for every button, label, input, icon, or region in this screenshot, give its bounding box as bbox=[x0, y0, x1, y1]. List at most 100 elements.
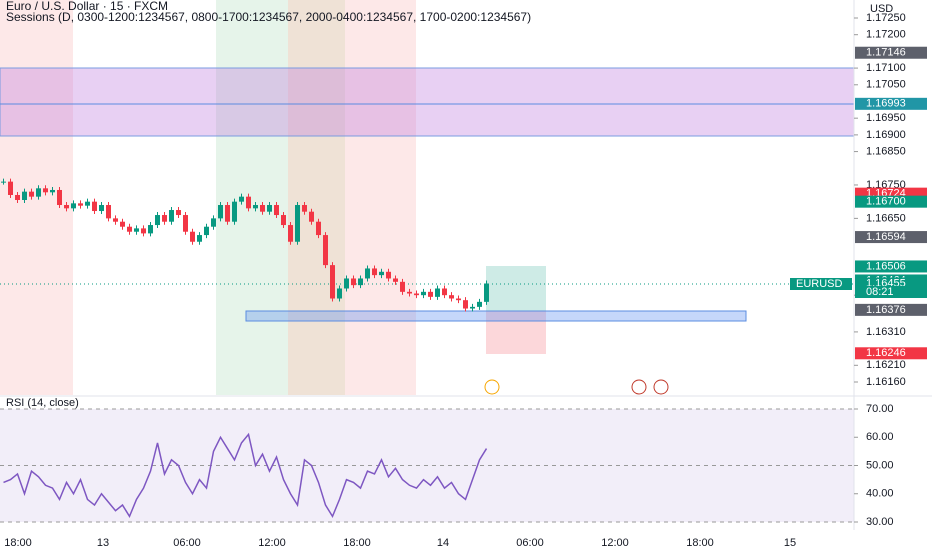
demand-zone bbox=[245, 310, 747, 322]
time-label: 15 bbox=[784, 537, 796, 549]
price-tick-label: 1.16850 bbox=[866, 145, 906, 157]
candle bbox=[414, 293, 419, 296]
candle bbox=[113, 218, 118, 222]
candle bbox=[148, 225, 153, 234]
candle bbox=[302, 205, 307, 212]
price-tick-label: 1.17050 bbox=[866, 79, 906, 91]
candle bbox=[211, 218, 216, 227]
price-tag-label: 1.16246 bbox=[866, 347, 906, 359]
candle bbox=[176, 210, 181, 216]
candle bbox=[85, 201, 90, 206]
candle bbox=[372, 268, 377, 276]
currency: USD bbox=[870, 3, 893, 15]
rsi-tick-label: 40.00 bbox=[866, 488, 894, 500]
time-label: 06:00 bbox=[516, 537, 544, 549]
candle bbox=[295, 205, 300, 242]
candle bbox=[344, 278, 349, 289]
candle bbox=[36, 188, 41, 197]
candle bbox=[57, 189, 62, 206]
candle bbox=[456, 298, 461, 301]
candle bbox=[64, 205, 69, 209]
time-label: 12:00 bbox=[601, 537, 629, 549]
candle bbox=[120, 221, 125, 227]
candle bbox=[379, 271, 384, 276]
rsi-tick-label: 60.00 bbox=[866, 431, 894, 443]
candle bbox=[449, 295, 454, 299]
candle bbox=[92, 201, 97, 212]
flag-icon bbox=[653, 379, 669, 395]
candle bbox=[260, 205, 265, 212]
price-tick-label: 1.17200 bbox=[866, 29, 906, 41]
chart-title: Euro / U.S. Dollar · 15 · FXCM bbox=[6, 0, 168, 13]
session-band bbox=[345, 0, 416, 395]
candle bbox=[330, 265, 335, 299]
candle bbox=[8, 181, 13, 195]
symbol-tag bbox=[790, 278, 852, 290]
event-icon bbox=[484, 379, 500, 395]
candle bbox=[204, 226, 209, 236]
candle bbox=[267, 205, 272, 212]
candle bbox=[78, 203, 83, 206]
long-stop bbox=[486, 311, 546, 354]
time-label: 12:00 bbox=[258, 537, 286, 549]
flag-icon bbox=[631, 379, 647, 395]
time-label: 06:00 bbox=[173, 537, 201, 549]
candle bbox=[253, 205, 258, 209]
time-label: 18:00 bbox=[4, 537, 32, 549]
price-tag bbox=[855, 97, 927, 110]
candle bbox=[358, 278, 363, 286]
candle bbox=[183, 215, 188, 232]
candle bbox=[232, 201, 237, 222]
price-tick-label: 1.16650 bbox=[866, 212, 906, 224]
candle bbox=[218, 205, 223, 219]
symbol-tag-label: EURUSD bbox=[796, 278, 843, 290]
candle bbox=[281, 215, 286, 226]
candle bbox=[365, 268, 370, 279]
candle bbox=[1, 181, 6, 183]
countdown-tag bbox=[855, 286, 927, 298]
price-tick-label: 1.16210 bbox=[866, 359, 906, 371]
price-tick-label: 1.17100 bbox=[866, 62, 906, 74]
candle bbox=[435, 288, 440, 297]
sessions-label: Sessions (D, 0300-1200:1234567, 0800-170… bbox=[6, 10, 531, 24]
candle bbox=[169, 210, 174, 222]
candle bbox=[134, 228, 139, 232]
candle bbox=[421, 291, 426, 296]
price-tag bbox=[855, 260, 927, 273]
candle bbox=[190, 231, 195, 242]
countdown: 08:21 bbox=[866, 286, 894, 298]
candle bbox=[43, 188, 48, 193]
price-tag-label: 1.16594 bbox=[866, 231, 906, 243]
price-tick-label: 1.16900 bbox=[866, 129, 906, 141]
candle bbox=[155, 215, 160, 226]
candle bbox=[393, 278, 398, 282]
candle bbox=[99, 205, 104, 212]
rsi-title: RSI (14, close) bbox=[6, 397, 79, 409]
candle bbox=[22, 191, 27, 200]
price-tick-label: 1.16310 bbox=[866, 326, 906, 338]
candle bbox=[162, 215, 167, 222]
price-tag bbox=[855, 195, 927, 208]
session-band bbox=[216, 0, 288, 395]
candle bbox=[246, 196, 251, 209]
session-band bbox=[288, 0, 345, 395]
candle bbox=[127, 226, 132, 232]
rsi-tick-label: 30.00 bbox=[866, 516, 894, 528]
candle bbox=[337, 288, 342, 299]
candle bbox=[239, 196, 244, 202]
candle bbox=[197, 235, 202, 242]
candle bbox=[407, 291, 412, 294]
candle bbox=[288, 225, 293, 242]
price-tick-label: 1.17250 bbox=[866, 12, 906, 24]
candle bbox=[316, 221, 321, 236]
supply-zone bbox=[0, 67, 855, 137]
time-label: 14 bbox=[437, 537, 449, 549]
price-tag-label: 1.16700 bbox=[866, 196, 906, 208]
price-tick-label: 1.16160 bbox=[866, 376, 906, 388]
rsi-line bbox=[3, 432, 488, 518]
time-label: 18:00 bbox=[343, 537, 371, 549]
time-label: 13 bbox=[97, 537, 109, 549]
price-tag bbox=[855, 46, 927, 59]
candle bbox=[274, 205, 279, 216]
